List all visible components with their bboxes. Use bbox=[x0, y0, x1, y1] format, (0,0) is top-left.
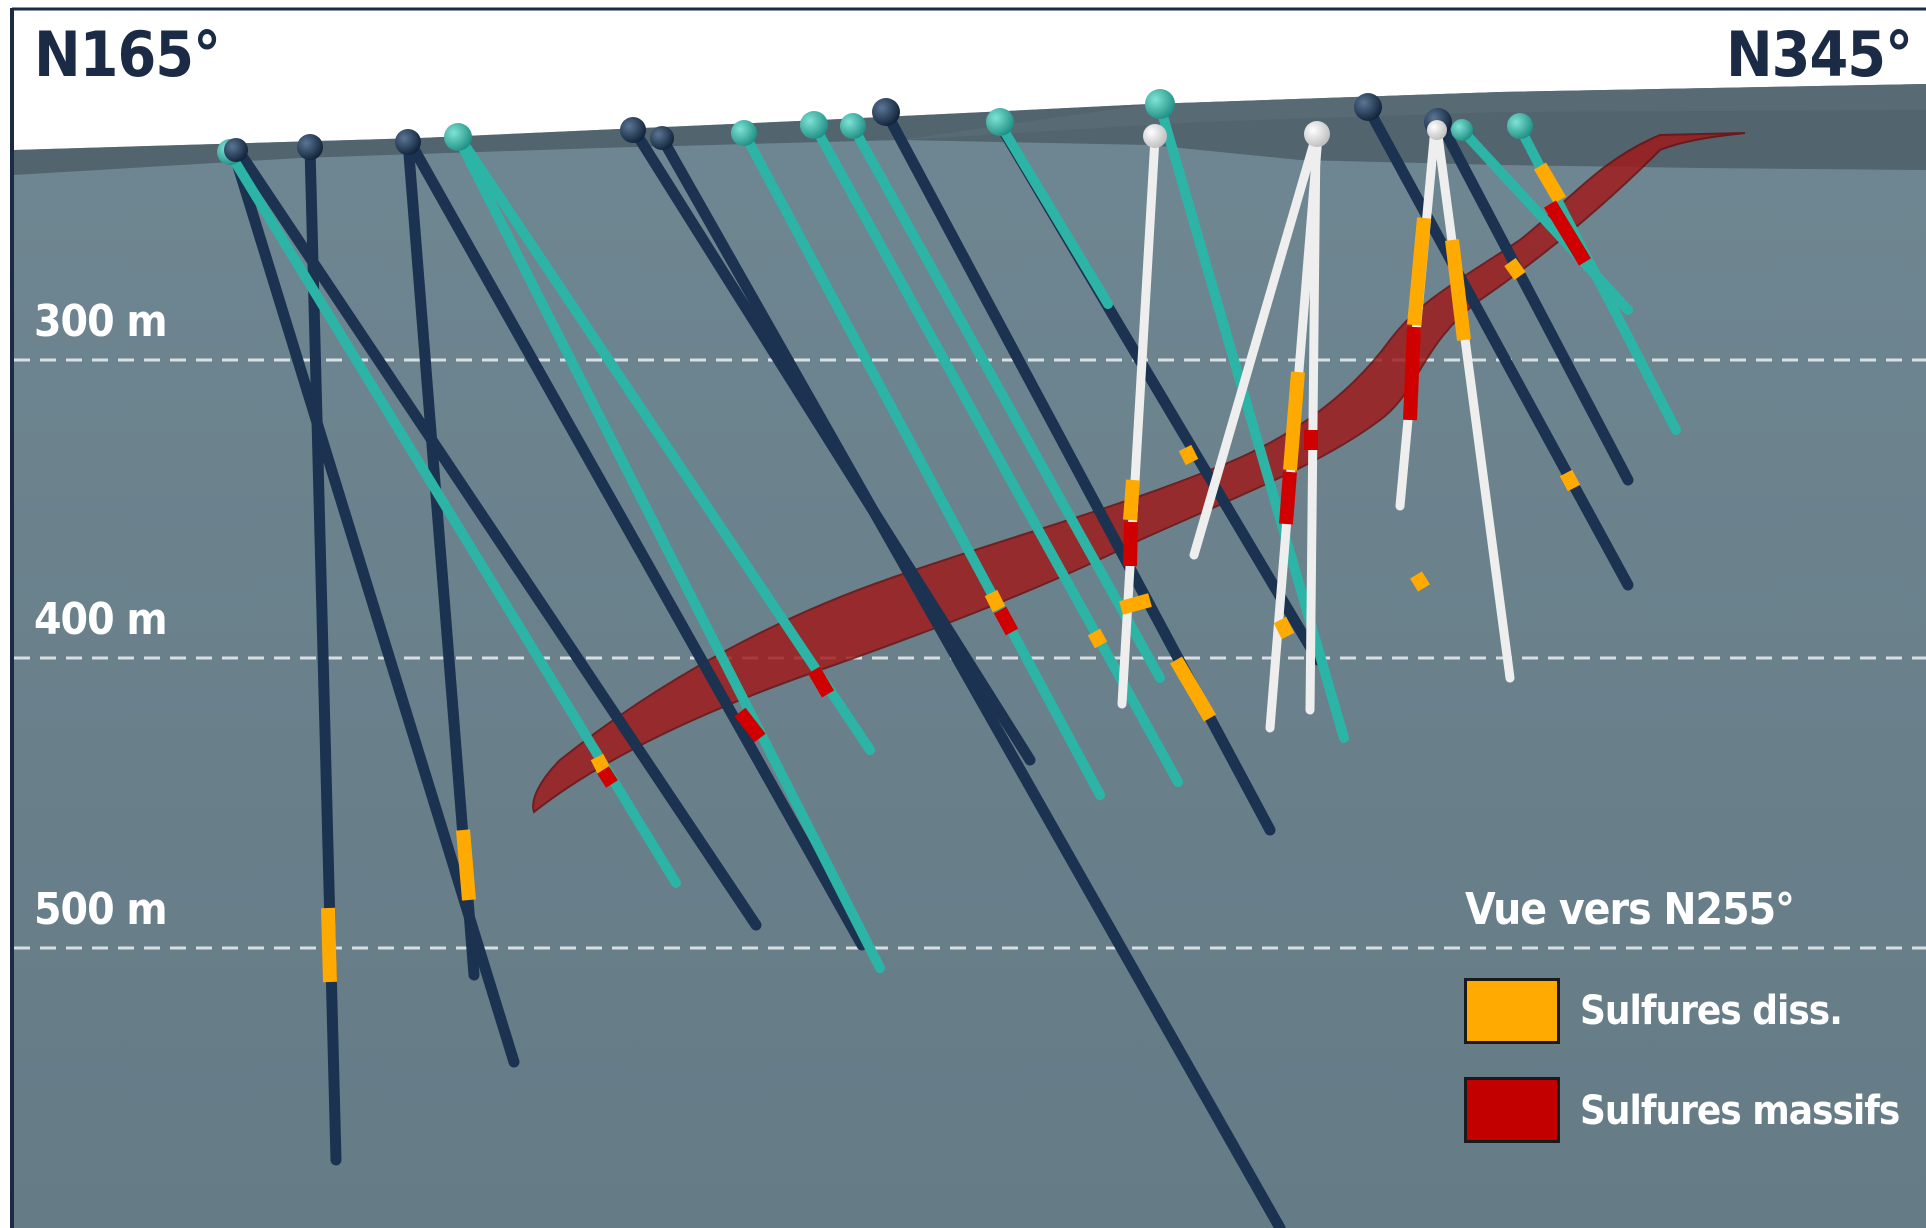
collar-marker bbox=[1451, 119, 1473, 141]
orientation-left-label: N165° bbox=[34, 18, 221, 91]
disseminated-intercepts bbox=[321, 162, 1581, 983]
drill-hole bbox=[1434, 116, 1634, 486]
collar-marker bbox=[444, 123, 472, 151]
collar-marker bbox=[1143, 124, 1167, 148]
view-direction-title: Vue vers N255° bbox=[1465, 884, 1795, 935]
intercept-diss bbox=[1559, 469, 1581, 492]
intercept-diss bbox=[1410, 571, 1430, 592]
collar-marker bbox=[224, 138, 248, 162]
intercept-mass bbox=[1279, 471, 1297, 525]
drill-hole bbox=[995, 119, 1113, 309]
drill-hole bbox=[1189, 131, 1321, 560]
legend-label-disseminated: Sulfures diss. bbox=[1580, 988, 1843, 1034]
legend-label-massive: Sulfures massifs bbox=[1580, 1088, 1900, 1134]
collar-marker bbox=[1145, 89, 1175, 119]
intercept-diss bbox=[1123, 479, 1140, 521]
collar-marker bbox=[986, 108, 1014, 136]
intercept-diss bbox=[456, 829, 476, 901]
collar-marker bbox=[872, 98, 900, 126]
intercept-diss bbox=[1119, 593, 1152, 615]
collar-marker bbox=[1427, 120, 1447, 140]
drill-hole bbox=[809, 120, 1183, 787]
intercept-diss bbox=[984, 589, 1006, 613]
drill-hole bbox=[453, 133, 885, 973]
orientation-right-label: N345° bbox=[1726, 18, 1913, 91]
intercept-mass bbox=[993, 606, 1019, 636]
intercept-diss bbox=[1169, 656, 1217, 722]
drill-hole bbox=[1432, 123, 1515, 683]
legend-swatch-massive bbox=[1464, 1077, 1560, 1143]
drill-holes-dark bbox=[227, 102, 1634, 1228]
intercept-diss bbox=[1087, 628, 1108, 649]
collar-marker bbox=[297, 134, 323, 160]
collar-marker bbox=[1354, 93, 1382, 121]
drill-hole bbox=[848, 122, 1165, 683]
drill-hole bbox=[304, 141, 342, 1166]
depth-label-400: 400 m bbox=[34, 594, 168, 645]
drill-holes-teal bbox=[224, 101, 1681, 973]
intercept-diss bbox=[321, 907, 337, 983]
drill-holes-white bbox=[1117, 123, 1515, 733]
drill-hole bbox=[232, 144, 762, 931]
collar-marker bbox=[1304, 121, 1330, 147]
drill-hole bbox=[455, 133, 875, 755]
intercept-mass bbox=[1403, 326, 1421, 421]
intercept-mass bbox=[734, 707, 766, 743]
intercept-diss bbox=[1178, 444, 1199, 466]
collar-marker bbox=[395, 129, 421, 155]
intercept-diss bbox=[590, 753, 611, 775]
depth-label-300: 300 m bbox=[34, 296, 168, 347]
collar-marker bbox=[840, 113, 866, 139]
intercept-mass bbox=[597, 766, 618, 788]
collar-marker bbox=[800, 111, 828, 139]
collar-marker bbox=[1507, 113, 1533, 139]
intercept-diss bbox=[1283, 371, 1305, 471]
intercept-mass bbox=[1544, 200, 1591, 266]
collars bbox=[217, 89, 1533, 165]
intercept-diss bbox=[1533, 162, 1567, 204]
drill-hole bbox=[739, 128, 1105, 800]
intercept-diss bbox=[1445, 239, 1471, 341]
drill-hole bbox=[1362, 102, 1634, 591]
legend-swatch-disseminated bbox=[1464, 978, 1560, 1044]
collar-marker bbox=[620, 117, 646, 143]
massive-intercepts bbox=[597, 200, 1591, 788]
depth-label-500: 500 m bbox=[34, 884, 168, 935]
surface-band-light bbox=[900, 84, 1926, 140]
drill-hole bbox=[404, 136, 868, 951]
collar-marker bbox=[650, 126, 674, 150]
intercept-diss bbox=[1504, 257, 1526, 281]
massive-sulfide-zone bbox=[532, 132, 1746, 814]
intercept-mass bbox=[1123, 521, 1138, 567]
intercept-diss bbox=[1407, 217, 1431, 326]
intercept-diss bbox=[1273, 616, 1295, 640]
drill-hole bbox=[656, 132, 1286, 1228]
intercept-mass bbox=[807, 666, 835, 698]
drill-hole bbox=[1305, 131, 1321, 715]
collar-marker bbox=[731, 120, 757, 146]
